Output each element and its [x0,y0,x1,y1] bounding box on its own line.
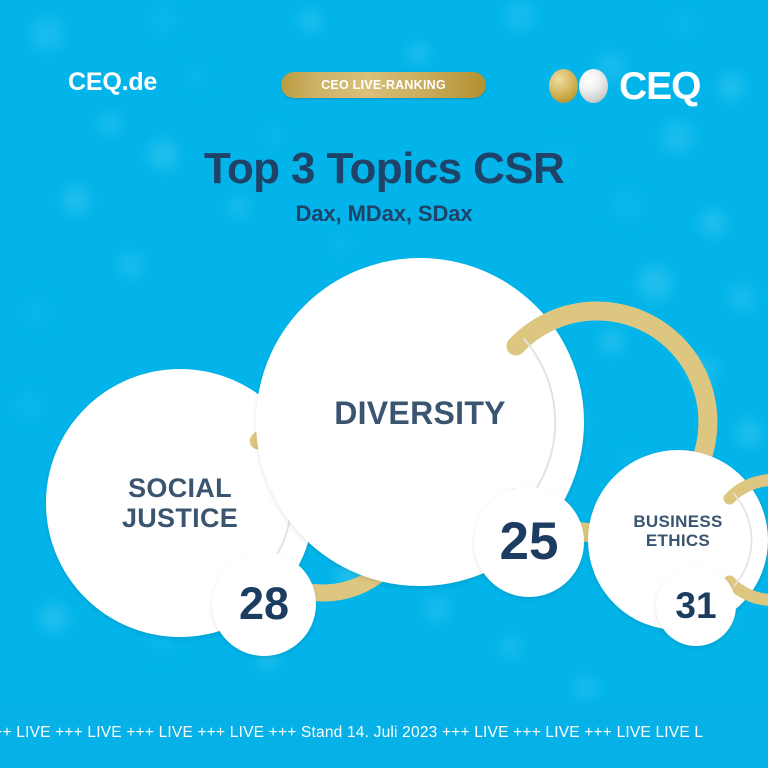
ceq-logo-text: CEQ [619,64,702,108]
live-ticker-text: +++ LIVE +++ LIVE +++ LIVE +++ LIVE +++ … [0,724,704,741]
bubble-value: 31 [675,584,717,626]
silver-sphere-icon [579,69,608,103]
bubble-label-line2: JUSTICE [121,503,239,534]
live-ticker-bar: +++ LIVE +++ LIVE +++ LIVE +++ LIVE +++ … [0,706,768,768]
bubble-label-line1: DIVERSITY [334,395,506,431]
bubble-value-pod-diversity: 25 [474,487,584,597]
site-wordmark[interactable]: CEQ.de [68,68,158,96]
bubble-value-pod-social-justice: 28 [212,552,316,656]
header-bar: CEQ.de CEO LIVE-RANKING CEQ [0,0,768,140]
bubble-value-pod-business-ethics: 31 [656,566,736,646]
gold-sphere-icon [549,69,578,103]
bubble-label-line1: BUSINESS [633,512,723,531]
bubble-value: 25 [499,511,559,571]
gray-gap-arc [523,338,557,506]
bubble-label-line2: ETHICS [645,531,711,551]
bubble-label-line1: SOCIAL [128,473,232,503]
page-subtitle: Dax, MDax, SDax [295,201,473,226]
live-ranking-badge-label: CEO LIVE-RANKING [321,78,446,92]
ceq-logo[interactable]: CEQ [549,64,702,108]
page-title: Top 3 Topics CSR [203,144,565,193]
bubble-label: SOCIAL JUSTICE [46,473,314,533]
bubble-value: 28 [238,577,290,629]
gray-gap-arc [733,493,753,587]
live-ranking-badge: CEO LIVE-RANKING [281,72,486,98]
bubble-label: DIVERSITY [256,395,584,432]
bubble-label: BUSINESS ETHICS [588,512,768,550]
